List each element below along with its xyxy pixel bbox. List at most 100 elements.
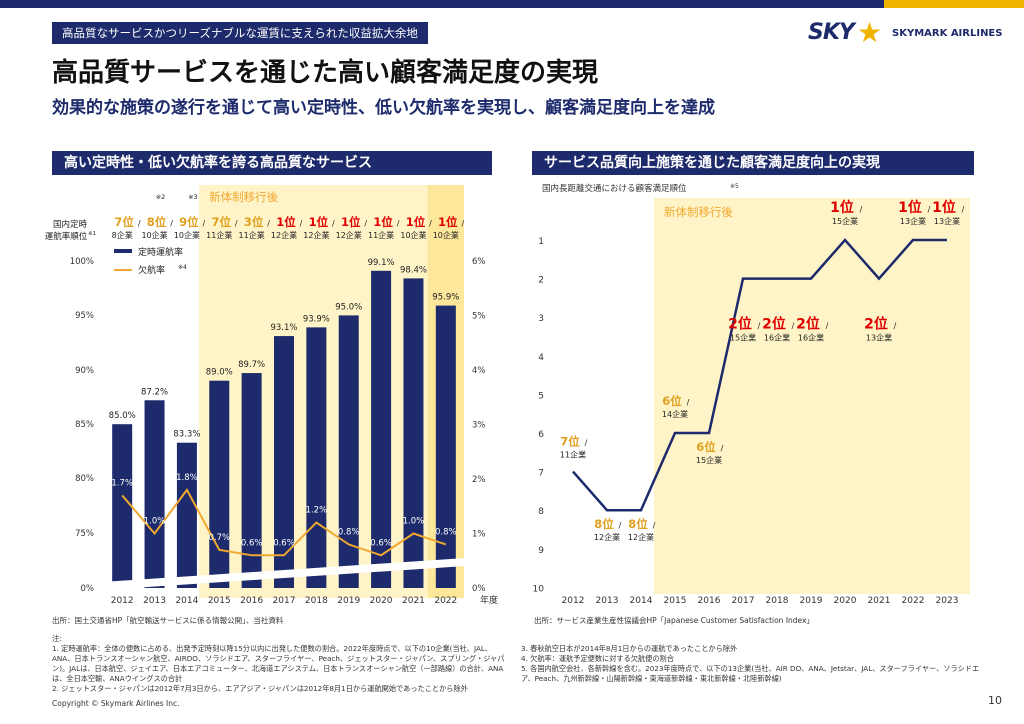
rank-slash: / — [332, 219, 335, 228]
rank-slash: / — [300, 219, 303, 228]
rank-slash: / — [758, 322, 761, 331]
rank-label: 2位 — [728, 316, 752, 333]
rank-companies-label: 11企業 — [560, 450, 586, 460]
copyright: Copyright © Skymark Airlines Inc. — [52, 699, 180, 708]
chart-title: 国内長距離交通における顧客満足順位 — [542, 183, 687, 194]
bar-ontime-2021 — [403, 278, 424, 588]
rank-slash: / — [235, 219, 238, 228]
y-right-tick: 1% — [472, 530, 486, 540]
x-tick-label: 2014 — [630, 596, 653, 606]
top-bar-accent — [884, 0, 1024, 8]
rank-row-label-line2: 運航率順位 — [45, 231, 88, 242]
y-right-tick: 5% — [472, 312, 486, 322]
rank-position-label: 1位 — [341, 215, 361, 229]
footnotes: 注: 1. 定時運航率：全体の便数に占める、出発予定時刻以降15分以内に出発した… — [52, 634, 982, 694]
rank-label: 2位 — [864, 316, 888, 333]
x-tick-label: 2014 — [175, 596, 198, 606]
rank-label: 8位 — [594, 517, 614, 531]
note-3: 3. 春秋航空日本が2014年8月1日からの運航であったことから除外 — [521, 644, 738, 653]
y-left-tick: 85% — [75, 420, 94, 430]
x-tick-label: 2019 — [337, 596, 360, 606]
rank-companies-label: 12企業 — [628, 532, 654, 542]
rank-slash: / — [860, 205, 863, 214]
rank-label: 8位 — [628, 517, 648, 531]
x-tick-label: 2021 — [868, 596, 891, 606]
bar-ontime-2012 — [112, 424, 133, 588]
star-icon: ★ — [857, 16, 883, 49]
line-value-label: 0.8% — [435, 527, 457, 537]
rank-companies-label: 12企業 — [303, 230, 329, 240]
line-value-label: 1.2% — [306, 506, 328, 516]
rank-companies-label: 10企業 — [433, 230, 459, 240]
x-tick-label: 2019 — [800, 596, 823, 606]
bar-value-label: 87.2% — [141, 387, 168, 397]
bar-value-label: 93.1% — [270, 323, 297, 333]
rank-companies-label: 11企業 — [368, 230, 394, 240]
x-tick-label: 2017 — [273, 596, 296, 606]
rank-label: 6位 — [662, 394, 682, 408]
rank-slash: / — [203, 219, 206, 228]
x-tick-label: 2015 — [664, 596, 687, 606]
line-value-label: 1.8% — [176, 473, 198, 483]
rank-slash: / — [585, 439, 588, 448]
y-left-tick: 95% — [75, 311, 94, 321]
bar-ontime-2013 — [144, 400, 165, 588]
rank-companies-label: 13企業 — [934, 216, 960, 226]
y-left-tick: 0% — [81, 584, 95, 594]
x-tick-label: 2017 — [732, 596, 755, 606]
rank-slash: / — [267, 219, 270, 228]
rank-slash: / — [397, 219, 400, 228]
page-number: 10 — [988, 694, 1002, 707]
rank-label: 1位 — [830, 199, 854, 216]
line-value-label: 0.6% — [370, 538, 392, 548]
rank-position-label: 9位 — [179, 215, 199, 229]
rank-marker: ※2 — [156, 193, 166, 201]
highlight-label: 新体制移行後 — [664, 205, 733, 219]
rank-companies-label: 15企業 — [730, 333, 756, 343]
legend-bar-label: 定時運航率 — [138, 246, 183, 258]
rank-slash: / — [170, 219, 173, 228]
x-tick-label: 2016 — [698, 596, 721, 606]
tagline: 高品質なサービスかつリーズナブルな運賃に支えられた収益拡大余地 — [52, 22, 428, 44]
customer-satisfaction-chart: 国内長距離交通における顧客満足順位 ※5 新体制移行後 1 2 3 4 5 6 7 8 9 10 2012… — [533, 183, 970, 606]
bar-value-label: 99.1% — [368, 258, 395, 268]
rank-companies-label: 10企業 — [400, 230, 426, 240]
bar-value-label: 89.0% — [206, 368, 233, 378]
rank-companies-label: 11企業 — [206, 230, 232, 240]
line-value-label: 0.6% — [273, 538, 295, 548]
x-axis-suffix: 年度 — [480, 594, 498, 606]
bar-value-label: 95.9% — [432, 293, 459, 303]
y-left-tick: 90% — [75, 366, 94, 376]
bar-value-label: 93.9% — [303, 314, 330, 324]
bar-value-label: 89.7% — [238, 360, 265, 370]
rank-position-label: 1位 — [309, 215, 329, 229]
rank-slash: / — [928, 205, 931, 214]
bar-value-label: 85.0% — [109, 411, 136, 421]
y-tick-label: 8 — [538, 507, 544, 517]
note-4: 4. 欠航率：運航予定便数に対する欠航便の割合 — [521, 654, 674, 663]
right-panel-header: サービス品質向上施策を通じた顧客満足度向上の実現 — [532, 151, 974, 175]
rank-slash: / — [461, 219, 464, 228]
rank-companies-label: 13企業 — [866, 333, 892, 343]
x-tick-label: 2012 — [562, 596, 585, 606]
bar-ontime-2020 — [371, 270, 392, 588]
y-tick-label: 2 — [538, 276, 544, 286]
rank-row-label-sup: ※1 — [88, 231, 96, 237]
rank-companies-label: 11企業 — [239, 230, 265, 240]
rank-slash: / — [364, 219, 367, 228]
logo-sky-text: SKY — [808, 20, 855, 45]
x-tick-label: 2012 — [111, 596, 134, 606]
bar-ontime-2019 — [338, 315, 359, 588]
bar-ontime-2017 — [274, 336, 294, 588]
left-panel-header: 高い定時性・低い欠航率を誇る高品質なサービス — [52, 151, 492, 175]
x-tick-label: 2021 — [402, 596, 425, 606]
x-tick-label: 2020 — [370, 596, 393, 606]
line-value-label: 0.8% — [338, 527, 360, 537]
note-5: 5. 各国内航空会社、各新幹線を含む。2023年度時点で、以下の13企業(当社、… — [521, 664, 980, 683]
rank-slash: / — [653, 521, 656, 530]
rank-position-label: 1位 — [438, 215, 458, 229]
y-left-tick: 100% — [70, 257, 94, 267]
rank-slash: / — [826, 322, 829, 331]
rank-companies-label: 12企業 — [336, 230, 362, 240]
rank-companies-label: 10企業 — [174, 230, 200, 240]
